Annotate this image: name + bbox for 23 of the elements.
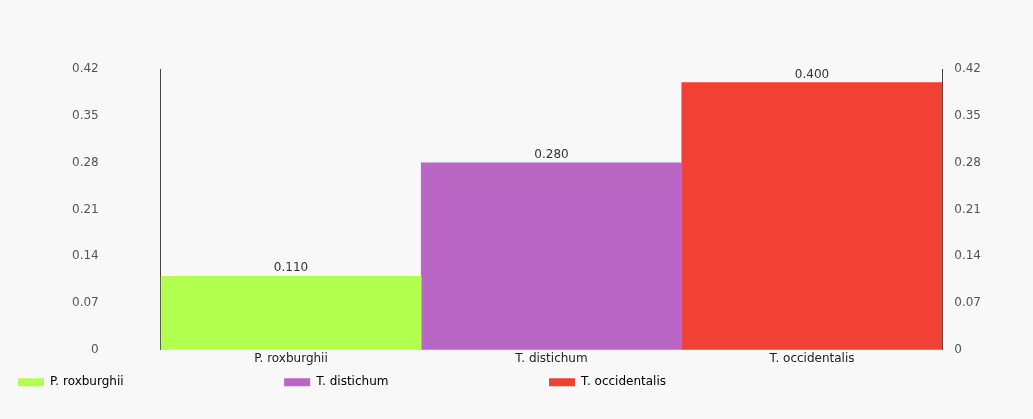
y-tick-label: 0.28	[72, 154, 99, 169]
x-tick-label: T. occidentalis	[768, 351, 855, 366]
y2-tick-label: 0.07	[954, 295, 981, 310]
x-tick-label: T. distichum	[514, 351, 588, 366]
y2-tick-label: 0	[954, 341, 962, 356]
y-tick-label: 0.35	[72, 108, 99, 123]
data-label: 0.400	[794, 66, 830, 81]
y2-tick-label: 0.14	[954, 248, 981, 263]
x-tick-label: P. roxburghii	[254, 351, 328, 366]
y2-tick-label: 0.35	[954, 108, 981, 123]
legend-label: P. roxburghii	[50, 374, 277, 389]
legend-label: T. distichum	[315, 374, 542, 389]
y-tick-label: 0.21	[72, 201, 99, 216]
y-tick-label: 0.07	[72, 295, 99, 310]
y-tick-label: 0.42	[72, 61, 99, 76]
y-tick-label: 0.14	[72, 248, 99, 263]
y2-tick-label: 0.42	[954, 61, 981, 76]
data-label: 0.280	[534, 146, 569, 161]
legend-label: T. occidentalis	[580, 374, 819, 389]
data-label: 0.110	[273, 260, 309, 275]
y2-tick-label: 0.21	[954, 201, 981, 216]
y2-tick-label: 0.28	[954, 154, 981, 169]
y-tick-label: 0	[91, 341, 99, 356]
